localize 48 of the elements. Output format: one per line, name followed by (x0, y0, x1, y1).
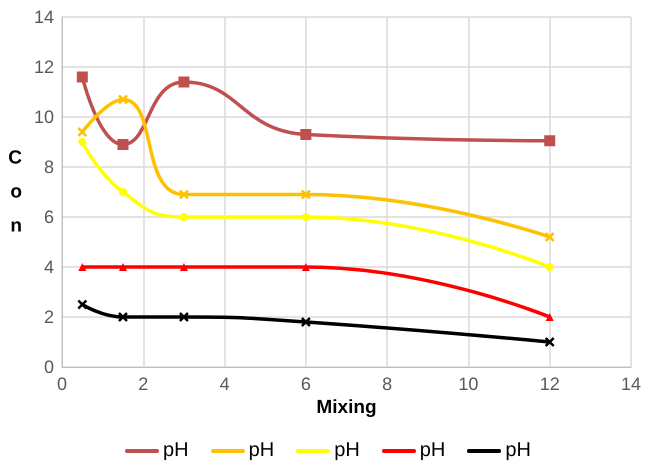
point (77, 126, 88, 138)
point (302, 213, 310, 221)
y-tick-label: 6 (44, 207, 54, 227)
legend-label: pH (248, 439, 274, 462)
x-tick-label: 2 (138, 374, 148, 394)
point (300, 189, 312, 200)
x-tick-label: 14 (620, 374, 642, 394)
point (77, 299, 88, 310)
point (546, 313, 554, 321)
y-tick-label: 0 (44, 357, 54, 377)
x-tick-label: 10 (458, 374, 478, 394)
legend-label: pH (334, 439, 360, 462)
point (118, 94, 128, 105)
y-tick-label: 14 (34, 7, 54, 27)
y-axis-title: Con (8, 148, 22, 236)
point (546, 263, 554, 271)
point (118, 263, 127, 271)
point (180, 213, 188, 221)
point (300, 129, 312, 140)
point (78, 263, 86, 271)
y-tick-label: 4 (44, 257, 54, 277)
point (180, 263, 188, 271)
point (117, 139, 128, 150)
point (78, 138, 86, 146)
legend-label: pH (505, 439, 531, 462)
point (544, 232, 555, 242)
point (178, 312, 190, 322)
point (118, 312, 128, 322)
x-tick-label: 12 (540, 374, 560, 394)
x-tick-label: 4 (220, 374, 230, 394)
x-tick-label: 6 (300, 374, 311, 394)
y-tick-label: 8 (44, 157, 54, 177)
x-tick-label: 0 (56, 374, 68, 394)
point (300, 316, 312, 328)
y-tick-label: 12 (34, 57, 54, 77)
y-tick-label: 2 (44, 307, 54, 327)
point (178, 76, 190, 88)
point (76, 72, 88, 82)
point (178, 189, 190, 200)
point (544, 336, 555, 348)
legend-label: pH (163, 439, 189, 462)
point (544, 135, 556, 146)
x-tick-label: 8 (382, 374, 392, 394)
x-axis-title: Mixing (316, 396, 377, 418)
point (302, 263, 310, 271)
legend-label: pH (420, 439, 446, 462)
point (118, 188, 127, 196)
y-tick-label: 10 (34, 107, 54, 127)
